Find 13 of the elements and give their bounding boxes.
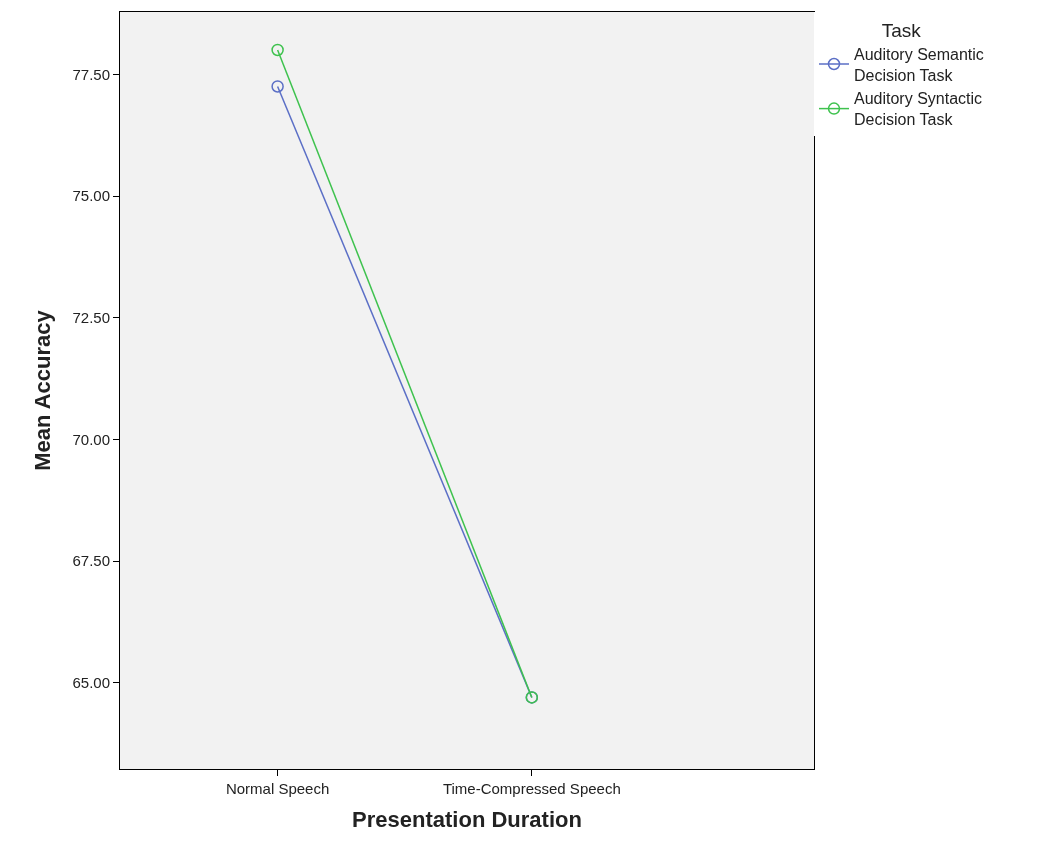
y-axis-title: Mean Accuracy [30,309,56,471]
legend-title: Task [881,19,922,41]
y-tick-label: 67.50 [72,552,110,570]
x-tick-label: Normal Speech [225,780,330,797]
legend-label: Auditory Syntactic Decision Task [854,90,983,129]
x-tick-label: Time-Compressed Speech [442,780,621,797]
legend-label: Auditory Semantic Decision Task [854,45,984,84]
y-tick-label: 77.50 [72,65,110,83]
y-tick-label: 72.50 [72,308,110,326]
y-tick-label: 75.00 [72,187,110,205]
y-tick-label: 65.00 [72,674,110,692]
y-tick-label: 70.00 [72,430,110,448]
x-axis-title: Presentation Duration [352,806,582,832]
